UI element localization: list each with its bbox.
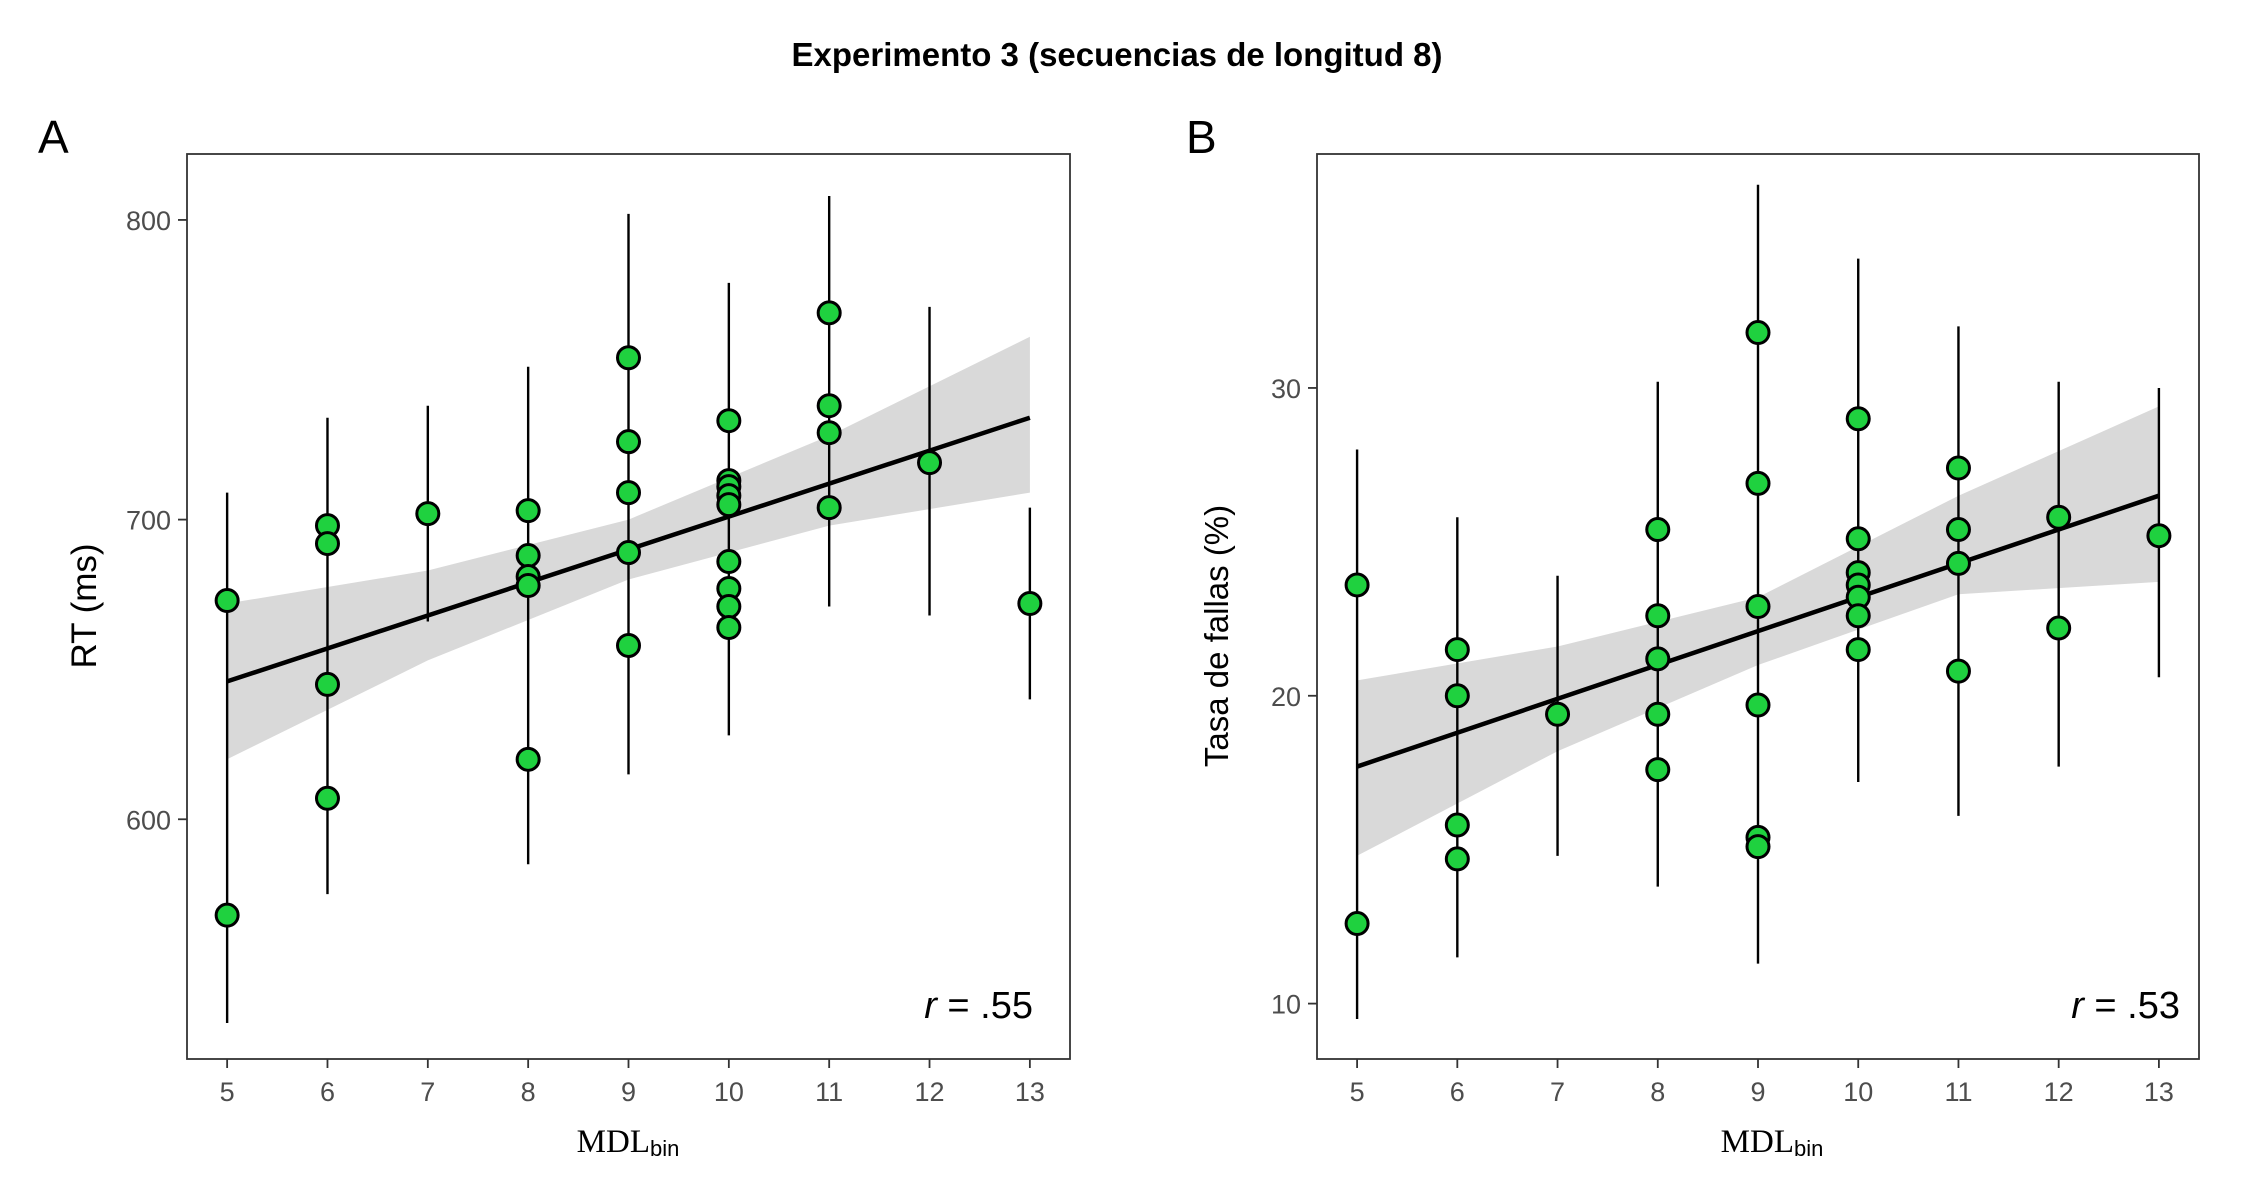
x-tick-label: 11 (1944, 1077, 1972, 1107)
data-point (1745, 834, 1771, 860)
point-layer (1344, 320, 2172, 937)
x-tick-label: 8 (521, 1077, 536, 1107)
data-point (816, 495, 842, 521)
data-point (1645, 757, 1671, 783)
x-axis-label: MDLbin (1721, 1124, 1824, 1161)
data-point (1745, 594, 1771, 619)
y-axis-label: RT (ms) (65, 543, 104, 668)
data-point (1444, 846, 1470, 872)
data-point (1645, 517, 1671, 543)
tick-layer: 5 6 7 8 9 10 11 12 13 600 700 800 (126, 206, 1045, 1107)
data-point (616, 540, 641, 566)
x-tick-label: 13 (1015, 1077, 1045, 1107)
figure-title: Experimento 3 (secuencias de longitud 8) (792, 36, 1443, 73)
data-point (616, 429, 641, 455)
data-point (917, 450, 943, 476)
y-tick-label: 10 (1271, 990, 1301, 1020)
data-point (1945, 517, 1971, 543)
data-point (1845, 637, 1871, 663)
data-point (515, 543, 541, 569)
data-point (1645, 646, 1671, 672)
data-point (1645, 603, 1671, 629)
data-point (816, 420, 842, 446)
y-tick-label: 800 (126, 206, 171, 236)
data-point (1945, 658, 1971, 684)
data-point (314, 671, 340, 697)
panel-b: B 5 6 7 8 9 10 11 12 13 10 20 30 Tasa de fallas (%)… (1186, 111, 2200, 1161)
data-point (1945, 550, 1971, 576)
data-point (1344, 572, 1370, 598)
x-tick-label: 8 (1650, 1077, 1665, 1107)
data-point (616, 632, 641, 658)
data-point (1645, 701, 1671, 727)
data-point (716, 614, 742, 640)
y-axis-label: Tasa de fallas (%) (1198, 505, 1235, 767)
data-point (2046, 615, 2072, 641)
data-point (2146, 523, 2172, 549)
data-point (716, 549, 742, 575)
x-tick-label: 6 (320, 1077, 335, 1107)
data-point (214, 902, 240, 928)
data-point (1444, 812, 1470, 838)
data-point (314, 531, 340, 557)
point-layer (214, 300, 1043, 928)
data-point (716, 408, 742, 434)
data-point (515, 498, 541, 524)
x-tick-label: 10 (1843, 1077, 1873, 1107)
x-axis-label: MDLbin (577, 1124, 680, 1161)
data-point (1444, 683, 1470, 709)
y-tick-label: 700 (126, 506, 171, 536)
x-tick-label: 13 (2144, 1077, 2174, 1107)
data-point (616, 345, 641, 371)
x-tick-label: 7 (420, 1077, 435, 1107)
data-point (1444, 637, 1470, 663)
data-point (1545, 701, 1571, 727)
correlation-annotation: r = .53 (2071, 985, 2180, 1027)
data-point (1745, 470, 1771, 496)
data-point (1017, 591, 1043, 617)
data-point (1344, 911, 1370, 937)
data-point (1745, 692, 1771, 718)
x-tick-label: 5 (220, 1077, 235, 1107)
y-tick-label: 30 (1271, 374, 1301, 404)
x-tick-label: 12 (2044, 1077, 2074, 1107)
x-tick-label: 7 (1550, 1077, 1565, 1107)
data-point (415, 501, 441, 527)
data-point (1745, 320, 1771, 346)
data-point (1845, 526, 1871, 552)
data-point (1845, 603, 1871, 629)
correlation-annotation: r = .55 (924, 985, 1033, 1027)
tick-layer: 5 6 7 8 9 10 11 12 13 10 20 30 (1271, 374, 2174, 1107)
y-tick-label: 20 (1271, 682, 1301, 712)
data-point (515, 573, 541, 599)
data-point (816, 300, 842, 326)
data-point (515, 746, 541, 772)
x-tick-label: 6 (1450, 1077, 1465, 1107)
data-point (1845, 406, 1871, 432)
x-tick-label: 11 (815, 1077, 843, 1107)
x-tick-label: 12 (914, 1077, 944, 1107)
x-tick-label: 9 (621, 1077, 636, 1107)
y-tick-label: 600 (126, 805, 171, 835)
x-tick-label: 5 (1350, 1077, 1365, 1107)
panel-label: A (38, 111, 69, 163)
x-tick-label: 10 (714, 1077, 744, 1107)
data-point (716, 492, 742, 518)
data-point (716, 594, 742, 619)
data-point (616, 480, 641, 506)
panel-label: B (1186, 111, 1217, 163)
data-point (1945, 455, 1971, 481)
data-point (314, 785, 340, 811)
data-point (214, 588, 240, 614)
data-point (2046, 504, 2072, 530)
x-tick-label: 9 (1750, 1077, 1765, 1107)
data-point (816, 393, 842, 419)
